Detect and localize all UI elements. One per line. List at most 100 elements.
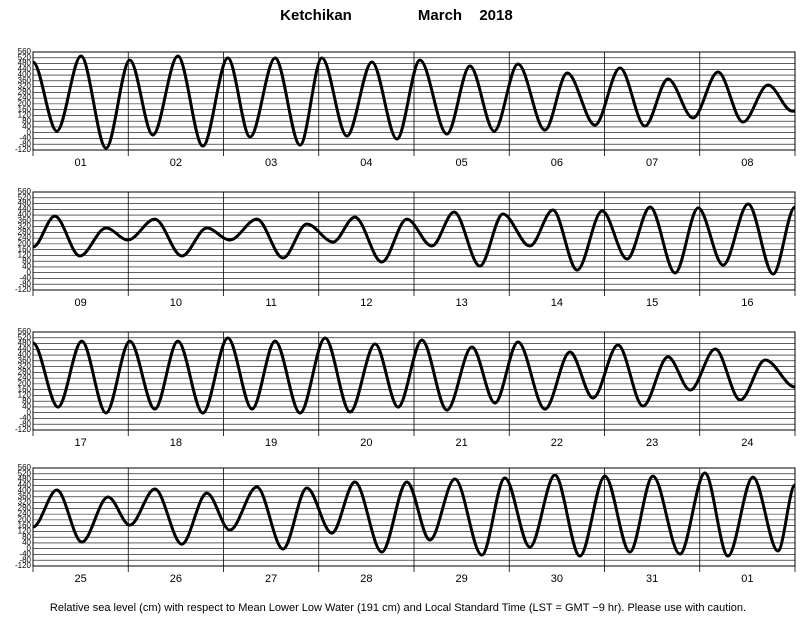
- day-label: 18: [170, 437, 182, 449]
- y-tick-label: 520: [18, 53, 32, 62]
- day-label: 29: [456, 573, 468, 585]
- tide-line: [32, 336, 796, 415]
- y-tick-label: 440: [18, 344, 32, 353]
- y-tick-label: 240: [18, 93, 32, 102]
- day-label: 19: [265, 437, 277, 449]
- y-tick-label: -80: [19, 555, 31, 564]
- y-tick-label: 120: [18, 111, 32, 120]
- station-title: Ketchikan: [280, 7, 352, 24]
- panel-frame: [32, 51, 796, 151]
- day-label: 24: [741, 437, 753, 449]
- year-title: 2018: [479, 7, 512, 24]
- y-tick-label: 120: [18, 527, 32, 536]
- day-label: 27: [265, 573, 277, 585]
- y-tick-label: -120: [15, 425, 32, 434]
- y-tick-label: 0: [27, 408, 32, 417]
- day-label: 04: [360, 157, 372, 169]
- day-label: 31: [646, 573, 658, 585]
- y-tick-label: 560: [18, 187, 32, 196]
- y-tick-label: 120: [18, 251, 32, 260]
- y-tick-label: -40: [19, 550, 31, 559]
- y-tick-label: 200: [18, 515, 32, 524]
- y-tick-label: -40: [19, 274, 31, 283]
- tide-line: [32, 202, 797, 276]
- y-tick-label: 40: [22, 402, 31, 411]
- y-tick-label: 320: [18, 362, 32, 371]
- day-label: 26: [170, 573, 182, 585]
- y-tick-label: 0: [27, 128, 32, 137]
- y-tick-label: 40: [22, 538, 31, 547]
- y-tick-label: 80: [22, 116, 31, 125]
- day-label: 13: [456, 297, 468, 309]
- y-tick-label: -40: [19, 134, 31, 143]
- y-tick-label: 480: [18, 339, 32, 348]
- y-tick-label: 400: [18, 210, 32, 219]
- y-tick-label: -120: [15, 145, 32, 154]
- y-tick-label: -120: [15, 561, 32, 570]
- y-tick-label: 200: [18, 99, 32, 108]
- y-tick-label: 560: [18, 463, 32, 472]
- y-tick-label: 440: [18, 480, 32, 489]
- y-tick-label: 360: [18, 356, 32, 365]
- y-tick-label: 320: [18, 498, 32, 507]
- y-tick-label: 400: [18, 350, 32, 359]
- y-tick-label: 80: [22, 256, 31, 265]
- y-tick-label: 480: [18, 199, 32, 208]
- day-label: 05: [456, 157, 468, 169]
- day-label: 14: [551, 297, 563, 309]
- y-tick-label: 160: [18, 105, 32, 114]
- y-tick-label: 320: [18, 222, 32, 231]
- day-label: 20: [360, 437, 372, 449]
- y-tick-label: -80: [19, 279, 31, 288]
- y-tick-label: 240: [18, 233, 32, 242]
- y-tick-label: 560: [18, 47, 32, 56]
- y-tick-label: 280: [18, 367, 32, 376]
- day-label: 09: [75, 297, 87, 309]
- y-tick-label: 0: [27, 544, 32, 553]
- y-tick-label: 360: [18, 216, 32, 225]
- y-tick-label: -80: [19, 139, 31, 148]
- y-tick-label: 280: [18, 87, 32, 96]
- y-tick-label: 40: [22, 122, 31, 131]
- y-tick-label: -80: [19, 419, 31, 428]
- y-tick-label: 200: [18, 379, 32, 388]
- day-label: 01: [75, 157, 87, 169]
- panel-frame: [32, 331, 796, 431]
- panel-frame: [32, 467, 796, 567]
- y-tick-label: 320: [18, 82, 32, 91]
- y-tick-label: 360: [18, 76, 32, 85]
- y-tick-label: 520: [18, 333, 32, 342]
- y-tick-label: 400: [18, 70, 32, 79]
- caption: Relative sea level (cm) with respect to …: [50, 602, 746, 614]
- tide-line: [32, 471, 797, 558]
- y-tick-label: 200: [18, 239, 32, 248]
- y-tick-label: 440: [18, 64, 32, 73]
- y-tick-label: 520: [18, 469, 32, 478]
- day-label: 28: [360, 573, 372, 585]
- tide-line: [31, 54, 795, 150]
- y-tick-label: 40: [22, 262, 31, 271]
- day-label: 17: [75, 437, 87, 449]
- day-label: 08: [741, 157, 753, 169]
- day-label: 15: [646, 297, 658, 309]
- day-label: 21: [456, 437, 468, 449]
- day-label: 25: [75, 573, 87, 585]
- day-label: 10: [170, 297, 182, 309]
- y-tick-label: 480: [18, 59, 32, 68]
- y-tick-label: 80: [22, 396, 31, 405]
- day-label: 01: [741, 573, 753, 585]
- y-tick-label: 560: [18, 327, 32, 336]
- day-label: 11: [265, 297, 276, 309]
- y-tick-label: 280: [18, 503, 32, 512]
- day-label: 16: [741, 297, 753, 309]
- y-tick-label: 160: [18, 245, 32, 254]
- day-label: 02: [170, 157, 182, 169]
- y-tick-label: -40: [19, 414, 31, 423]
- y-tick-label: 160: [18, 521, 32, 530]
- month-title: March: [418, 7, 462, 24]
- y-tick-label: 240: [18, 373, 32, 382]
- y-tick-label: 280: [18, 227, 32, 236]
- day-label: 07: [646, 157, 658, 169]
- y-tick-label: 400: [18, 486, 32, 495]
